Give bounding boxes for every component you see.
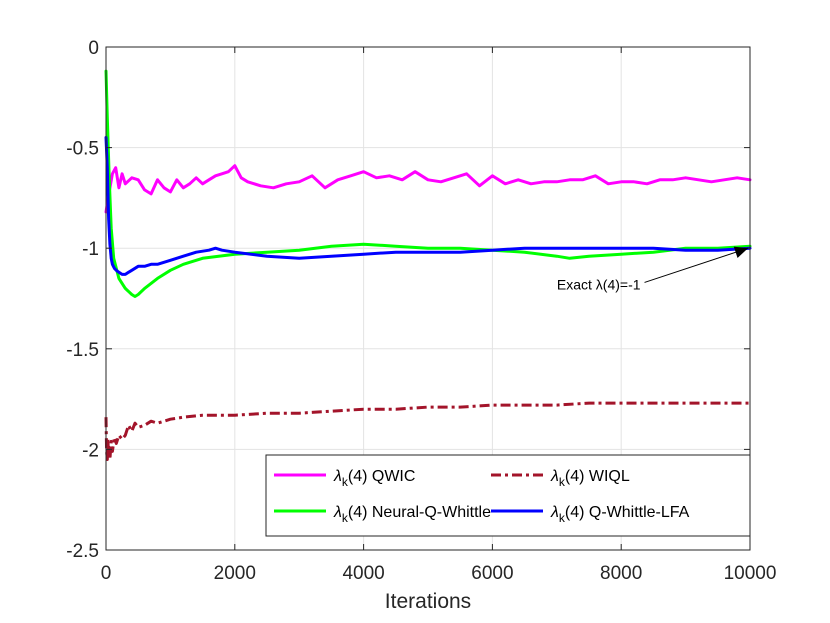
series-lines: [104, 69, 752, 461]
axis-ticks: 0 2000 4000 6000 8000 10000 0 -0.5 -1 -1.5 -2 -2.5: [66, 38, 776, 584]
x-tick-label: 4000: [342, 563, 384, 584]
y-tick-label: -0.5: [66, 139, 99, 160]
y-tick-label: -2: [82, 440, 99, 461]
y-tick-label: -2.5: [66, 541, 99, 562]
x-tick-label: 0: [101, 563, 112, 584]
series-line-wiql: [104, 401, 750, 461]
x-tick-label: 8000: [600, 563, 642, 584]
legend-entry-qwic: λk(4) QWIC: [333, 468, 415, 489]
annotation-arrow-line: [644, 247, 749, 283]
annotation: Exact λ(4)=-1: [557, 246, 749, 292]
legend-box: [265, 454, 751, 537]
legend-entry-q-whittle-lfa: λk(4) Q-Whittle-LFA: [550, 504, 690, 525]
series-line-q-whittle-lfa: [104, 136, 752, 276]
legend: λk(4) QWIC λk(4) Neural-Q-Whittle λk(4) WI…: [265, 454, 751, 537]
series-line-qwic: [104, 164, 752, 214]
x-axis-title: Iterations: [385, 590, 471, 613]
series-line-neural-q-whittle: [104, 69, 752, 298]
legend-entry-neural-q-whittle: λk(4) Neural-Q-Whittle: [333, 504, 491, 525]
y-tick-label: -1: [82, 239, 99, 260]
x-tick-label: 10000: [724, 563, 777, 584]
x-tick-label: 2000: [214, 563, 256, 584]
legend-entry-wiql: λk(4) WIQL: [550, 468, 630, 489]
axes-box: [105, 46, 751, 551]
annotation-text: Exact λ(4)=-1: [557, 276, 641, 292]
annotation-arrow-head: [733, 246, 748, 258]
x-tick-label: 6000: [471, 563, 513, 584]
y-tick-label: 0: [88, 38, 99, 59]
y-tick-label: -1.5: [66, 340, 99, 361]
